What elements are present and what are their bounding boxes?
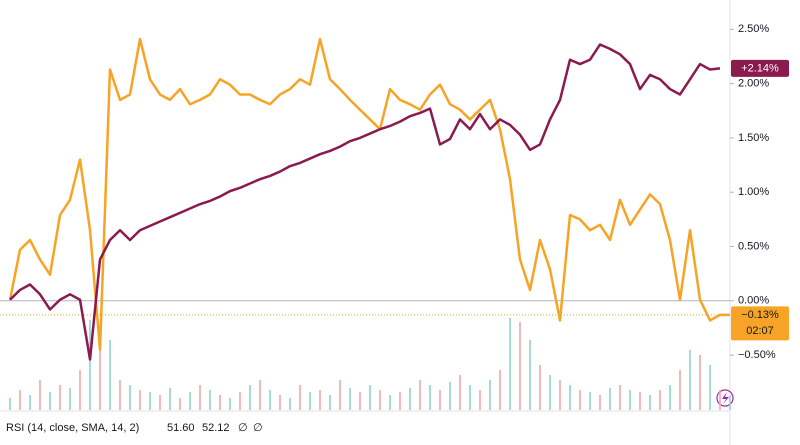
volume-bar <box>289 398 291 410</box>
volume-bar <box>89 320 91 410</box>
volume-bar <box>399 392 401 410</box>
volume-bar <box>139 390 141 410</box>
volume-bar <box>699 355 701 410</box>
volume-bar <box>569 385 571 410</box>
volume-bar <box>449 382 451 410</box>
volume-bar <box>159 395 161 410</box>
volume-bar <box>639 392 641 410</box>
volume-bar <box>149 392 151 410</box>
volume-bar <box>359 392 361 410</box>
volume-bar <box>519 322 521 410</box>
volume-bar <box>629 390 631 410</box>
volume-bar <box>689 350 691 410</box>
volume-bar <box>189 392 191 410</box>
volume-bar <box>559 380 561 410</box>
volume-bar <box>509 318 511 410</box>
volume-bar <box>249 385 251 410</box>
countdown-label: 02:07 <box>746 325 774 337</box>
volume-bar <box>119 380 121 410</box>
indicator-extra: ∅ <box>238 422 248 434</box>
volume-bar <box>129 385 131 410</box>
indicator-extra: ∅ <box>253 422 263 434</box>
volume-bar <box>669 385 671 410</box>
y-tick-label: 1.50% <box>738 132 769 144</box>
volume-bar <box>259 380 261 410</box>
series-line <box>9 43 721 361</box>
volume-bar <box>239 392 241 410</box>
volume-bar <box>209 390 211 410</box>
y-tick-label: 0.50% <box>738 240 769 252</box>
last-value-badge <box>731 306 789 341</box>
volume-bar <box>229 398 231 410</box>
volume-bar <box>9 398 11 410</box>
volume-bar <box>429 385 431 410</box>
volume-bar <box>589 392 591 410</box>
last-value-label: −0.13% <box>741 309 779 321</box>
volume-bar <box>659 390 661 410</box>
y-tick-label: 2.00% <box>738 78 769 90</box>
volume-bar <box>219 395 221 410</box>
volume-bar <box>529 340 531 410</box>
volume-bar <box>719 390 721 410</box>
volume-bar <box>319 390 321 410</box>
volume-bar <box>99 325 101 410</box>
volume-bar <box>59 385 61 410</box>
volume-bar <box>649 395 651 410</box>
volume-bar <box>599 395 601 410</box>
volume-bar <box>619 385 621 410</box>
event-icon-bolt <box>722 392 729 404</box>
volume-bar <box>329 395 331 410</box>
volume-bar <box>49 392 51 410</box>
series-line <box>8 37 730 351</box>
volume-bar <box>609 388 611 410</box>
last-value-badge <box>731 59 789 77</box>
y-tick-label: 1.00% <box>738 186 769 198</box>
volume-bar <box>389 395 391 410</box>
volume-bar <box>279 395 281 410</box>
last-value-label: +2.14% <box>741 62 779 74</box>
volume-bar <box>459 375 461 410</box>
volume-bar <box>179 398 181 410</box>
volume-bar <box>349 388 351 410</box>
volume-bar <box>309 392 311 410</box>
volume-bar <box>439 390 441 410</box>
indicator-value: 51.60 <box>167 422 195 434</box>
y-tick-label: 2.50% <box>738 23 769 35</box>
volume-bar <box>369 385 371 410</box>
volume-bar <box>299 385 301 410</box>
y-tick-label: 0.00% <box>738 295 769 307</box>
volume-bar <box>489 380 491 410</box>
volume-bar <box>729 395 731 410</box>
volume-bar <box>479 390 481 410</box>
volume-bar <box>579 390 581 410</box>
indicator-value: 52.12 <box>202 422 230 434</box>
volume-bar <box>549 375 551 410</box>
volume-bar <box>339 380 341 410</box>
volume-bar <box>69 388 71 410</box>
y-tick-label: −0.50% <box>738 349 776 361</box>
volume-bar <box>39 380 41 410</box>
volume-bar <box>29 395 31 410</box>
volume-bar <box>379 390 381 410</box>
volume-bar <box>109 340 111 410</box>
volume-bar <box>269 390 271 410</box>
volume-bar <box>199 385 201 410</box>
volume-bar <box>709 365 711 410</box>
volume-bar <box>409 388 411 410</box>
volume-bar <box>539 365 541 410</box>
volume-bar <box>469 385 471 410</box>
volume-bar <box>419 380 421 410</box>
volume-bar <box>19 390 21 410</box>
volume-bar <box>79 370 81 410</box>
volume-bar <box>169 388 171 410</box>
volume-bar <box>679 370 681 410</box>
indicator-label: RSI (14, close, SMA, 14, 2) <box>6 422 139 434</box>
volume-bar <box>499 370 501 410</box>
